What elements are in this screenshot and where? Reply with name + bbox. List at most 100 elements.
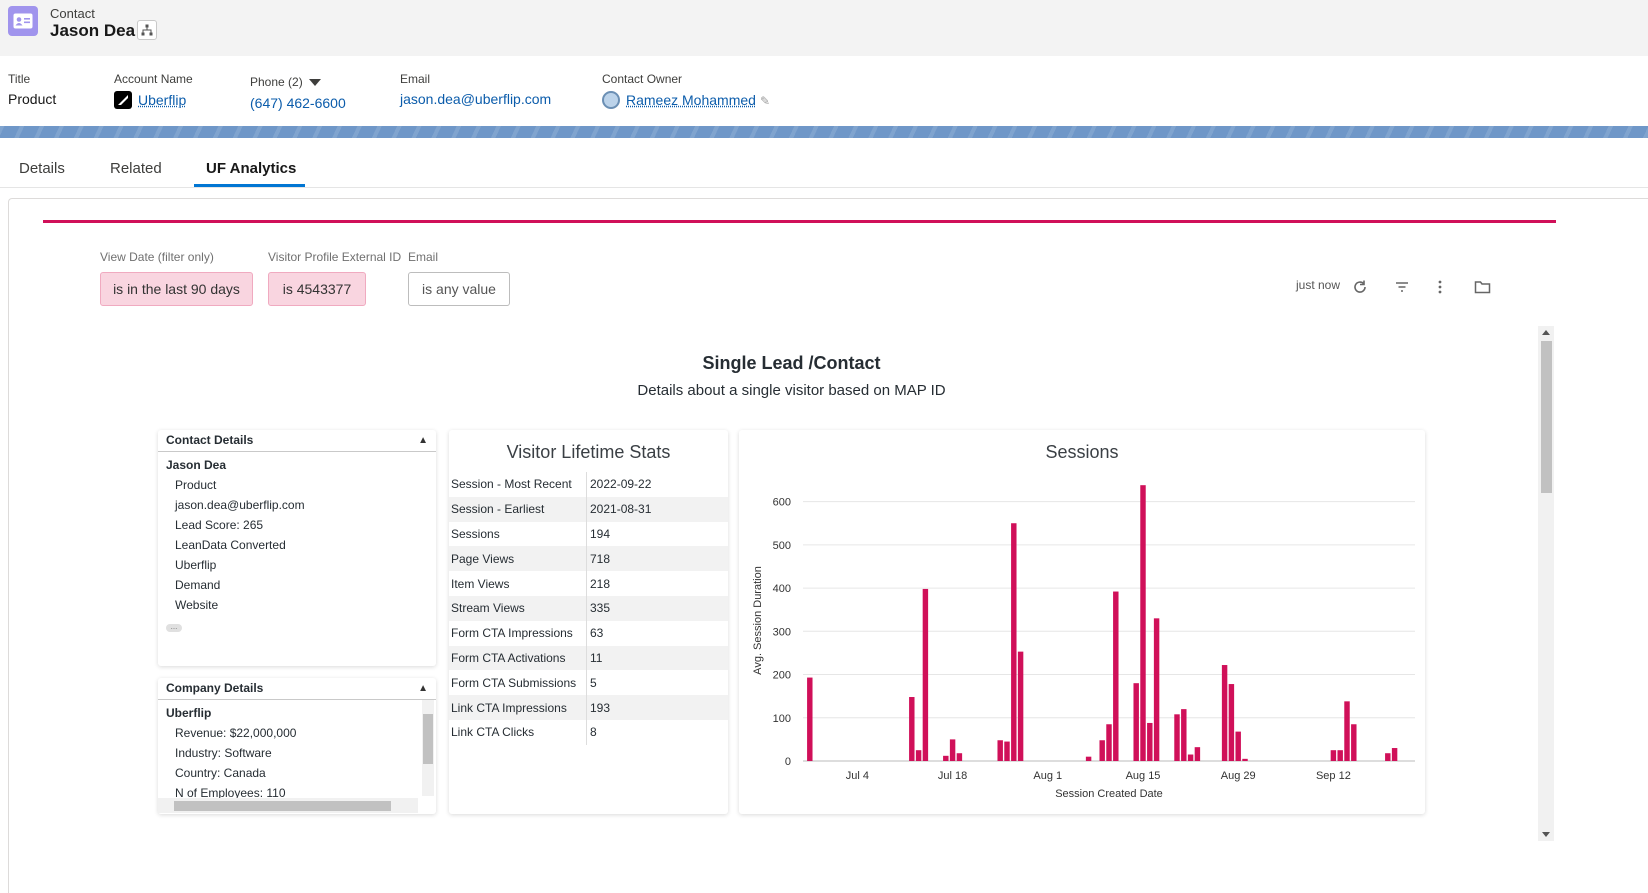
x-tick-label: Aug 1 xyxy=(1033,770,1062,782)
refresh-icon[interactable] xyxy=(1352,279,1368,300)
chart-bar xyxy=(1337,750,1343,761)
stat-value: 5 xyxy=(590,675,597,690)
decorative-band xyxy=(0,126,1648,138)
tree-item: Product xyxy=(175,478,217,492)
company-hscroll[interactable] xyxy=(158,798,418,813)
y-axis-label: Avg. Session Duration xyxy=(752,566,764,675)
tree-item: N of Employees: 110 xyxy=(175,786,286,800)
account-link[interactable]: Uberflip xyxy=(138,92,187,108)
stat-name: Link CTA Impressions xyxy=(449,695,587,720)
filter-chip[interactable]: is in the last 90 days xyxy=(100,272,253,306)
highlight-owner: Contact Owner Rameez Mohammed ✎ xyxy=(602,72,770,109)
phone-dropdown-icon[interactable] xyxy=(308,78,321,86)
card-title: Company Details xyxy=(166,681,264,695)
chart-bar xyxy=(1330,750,1337,761)
stat-name: Form CTA Activations xyxy=(449,645,587,671)
contact-icon xyxy=(8,6,38,36)
chart-bar xyxy=(1194,747,1201,761)
x-tick-label: Sep 12 xyxy=(1316,770,1351,782)
filter-view-date: View Date (filter only) is in the last 9… xyxy=(100,250,253,306)
chart-bar xyxy=(1187,754,1194,761)
stat-name: Form CTA Impressions xyxy=(449,620,587,646)
chart-bar xyxy=(1344,701,1350,761)
more-vertical-icon[interactable] xyxy=(1432,279,1448,300)
owner-link[interactable]: Rameez Mohammed xyxy=(626,92,756,108)
email-link[interactable]: jason.dea@uberflip.com xyxy=(400,91,552,107)
account-logo-icon xyxy=(114,91,132,109)
tab-bar: Details Related UF Analytics xyxy=(0,138,1648,188)
chart-bar xyxy=(1085,756,1092,761)
dashboard-subtitle: Details about a single visitor based on … xyxy=(637,382,946,399)
chart-bar xyxy=(1011,523,1017,761)
filter-icon[interactable] xyxy=(1394,279,1410,300)
x-tick-label: Aug 15 xyxy=(1126,770,1161,782)
y-tick-label: 600 xyxy=(773,497,791,509)
stat-row: Form CTA Submissions 5 xyxy=(449,670,728,696)
sessions-chart: 0 100 200 300 400 500 600 Jul 4 Jul 18 Aug 1 Aug 1… xyxy=(752,485,1415,800)
chart-bar xyxy=(909,697,915,761)
x-axis-label: Session Created Date xyxy=(1055,788,1163,800)
tab-details[interactable]: Details xyxy=(19,160,65,177)
chevron-up-icon[interactable]: ▲ xyxy=(418,435,428,446)
active-tab-indicator xyxy=(194,184,305,187)
highlight-title: Title Product xyxy=(8,72,56,107)
hierarchy-button[interactable] xyxy=(137,20,157,40)
stat-row: Item Views 218 xyxy=(449,571,728,596)
change-owner-icon[interactable]: ✎ xyxy=(759,94,770,108)
lifetime-stats-table: Session - Most Recent 2022-09-22 Session -… xyxy=(449,472,728,745)
filter-label: Visitor Profile External ID xyxy=(268,250,402,264)
chart-bar xyxy=(949,739,956,761)
title-value: Product xyxy=(8,91,57,107)
chart-bar xyxy=(1228,684,1235,761)
chart-bar xyxy=(1147,722,1153,761)
company-vscroll[interactable] xyxy=(422,700,434,796)
stat-name: Link CTA Clicks xyxy=(449,719,587,745)
scroll-thumb[interactable] xyxy=(423,714,433,764)
contact-details-header[interactable]: Contact Details ▲ xyxy=(158,430,436,452)
stat-name: Session - Earliest xyxy=(449,496,587,522)
y-tick-label: 0 xyxy=(785,756,791,768)
phone-link[interactable]: (647) 462-6600 xyxy=(250,95,346,111)
company-details-header[interactable]: Company Details ▲ xyxy=(158,678,436,700)
dashboard-accent-rule xyxy=(43,220,1556,223)
tab-uf-analytics[interactable]: UF Analytics xyxy=(206,160,297,177)
tree-root: Uberflip xyxy=(166,706,212,720)
stat-value: 8 xyxy=(590,725,597,740)
y-tick-label: 500 xyxy=(773,540,791,552)
filter-chip[interactable]: is any value xyxy=(408,272,510,306)
chart-bar xyxy=(997,740,1003,761)
stat-value: 335 xyxy=(590,601,611,616)
y-tick-label: 100 xyxy=(773,713,791,725)
chart-bar xyxy=(915,750,922,761)
scroll-thumb[interactable] xyxy=(1541,341,1552,493)
x-tick-label: Jul 4 xyxy=(846,770,869,782)
tree-item: Website xyxy=(175,598,219,612)
stat-value: 193 xyxy=(590,700,611,715)
scroll-up-arrow[interactable] xyxy=(1542,330,1550,335)
y-tick-label: 400 xyxy=(773,583,791,595)
contact-details-card: Contact Details ▲ Jason Dea Product jason… xyxy=(158,430,436,666)
scroll-down-arrow[interactable] xyxy=(1542,832,1550,837)
hierarchy-icon xyxy=(141,24,153,36)
stat-name: Session - Most Recent xyxy=(449,472,587,497)
chart-bar xyxy=(1099,740,1105,761)
chart-bar xyxy=(1017,651,1024,761)
stat-row: Link CTA Impressions 193 xyxy=(449,695,728,720)
chart-title: Sessions xyxy=(1045,442,1119,462)
chart-bar xyxy=(1351,724,1357,761)
chart-bar xyxy=(1133,683,1139,761)
stat-value: 2022-09-22 xyxy=(590,477,652,492)
record-type-label: Contact xyxy=(50,6,95,21)
tab-related[interactable]: Related xyxy=(110,160,162,177)
chart-bar xyxy=(1181,709,1187,761)
tree-item: Country: Canada xyxy=(175,766,266,780)
filter-chip[interactable]: is 4543377 xyxy=(268,272,366,306)
folder-icon[interactable] xyxy=(1474,279,1491,300)
tree-item: LeanData Converted xyxy=(175,538,286,552)
title-label: Title xyxy=(8,72,31,86)
scroll-thumb[interactable] xyxy=(174,801,391,811)
dashboard-scrollbar[interactable] xyxy=(1538,326,1554,841)
show-more-button[interactable]: ... xyxy=(166,623,182,632)
stat-value: 63 xyxy=(590,626,604,641)
chevron-up-icon[interactable]: ▲ xyxy=(418,683,428,694)
